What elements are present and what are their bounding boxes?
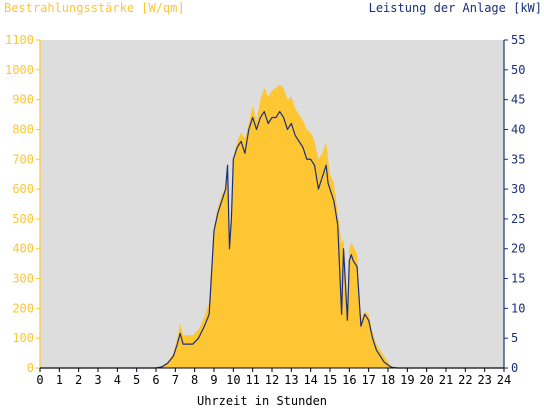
- x-tick-label: 9: [210, 373, 217, 387]
- x-tick-label: 23: [477, 373, 491, 387]
- left-tick-label: 500: [12, 212, 34, 226]
- left-tick-label: 600: [12, 182, 34, 196]
- x-tick-label: 16: [342, 373, 356, 387]
- x-axis-title: Uhrzeit in Stunden: [197, 394, 327, 408]
- series-layer: [40, 84, 504, 369]
- x-ticks: 0 1 2 3 4 5 6 7 8 9 10 11 12 13 14 15 16 17 18 19 20 21 22 23 24: [36, 368, 511, 387]
- left-tick-label: 700: [12, 152, 34, 166]
- irradiance-area: [40, 84, 504, 368]
- right-tick-label: 50: [511, 63, 525, 77]
- x-tick-label: 24: [497, 373, 511, 387]
- left-tick-label: 900: [12, 93, 34, 107]
- x-tick-label: 15: [323, 373, 337, 387]
- left-tick-label: 200: [12, 301, 34, 315]
- x-tick-label: 1: [56, 373, 63, 387]
- x-tick-label: 0: [36, 373, 43, 387]
- right-tick-label: 40: [511, 122, 525, 136]
- right-tick-label: 15: [511, 272, 525, 286]
- x-tick-label: 6: [152, 373, 159, 387]
- right-tick-label: 0: [511, 361, 518, 375]
- x-tick-label: 13: [284, 373, 298, 387]
- x-tick-label: 20: [419, 373, 433, 387]
- left-ticks: 0 100 200 300 400 500 600 700 800 900 1000 1100: [5, 33, 40, 375]
- right-axis-title: Leistung der Anlage [kW]: [369, 1, 542, 15]
- left-tick-label: 300: [12, 272, 34, 286]
- right-tick-label: 55: [511, 33, 525, 47]
- left-tick-label: 800: [12, 122, 34, 136]
- x-tick-label: 19: [400, 373, 414, 387]
- right-tick-label: 5: [511, 331, 518, 345]
- left-tick-label: 0: [27, 361, 34, 375]
- left-tick-label: 400: [12, 242, 34, 256]
- x-tick-label: 12: [265, 373, 279, 387]
- x-tick-label: 21: [439, 373, 453, 387]
- right-tick-label: 35: [511, 152, 525, 166]
- left-tick-label: 1100: [5, 33, 34, 47]
- power-line: [40, 110, 504, 369]
- right-tick-label: 30: [511, 182, 525, 196]
- x-tick-label: 3: [94, 373, 101, 387]
- right-tick-label: 45: [511, 93, 525, 107]
- x-tick-label: 2: [75, 373, 82, 387]
- right-ticks: 0 5 10 15 20 25 30 35 40 45 50 55: [504, 33, 525, 375]
- x-tick-label: 22: [458, 373, 472, 387]
- x-tick-label: 4: [114, 373, 121, 387]
- left-axis-title: Bestrahlungsstärke [W/qm]: [4, 1, 185, 15]
- x-tick-label: 8: [191, 373, 198, 387]
- x-tick-label: 10: [226, 373, 240, 387]
- x-tick-label: 11: [245, 373, 259, 387]
- x-tick-label: 5: [133, 373, 140, 387]
- right-tick-label: 25: [511, 212, 525, 226]
- x-tick-label: 18: [381, 373, 395, 387]
- x-tick-label: 7: [172, 373, 179, 387]
- right-tick-label: 10: [511, 301, 525, 315]
- x-tick-label: 14: [303, 373, 317, 387]
- x-tick-label: 17: [361, 373, 375, 387]
- left-tick-label: 100: [12, 331, 34, 345]
- left-tick-label: 1000: [5, 63, 34, 77]
- right-tick-label: 20: [511, 242, 525, 256]
